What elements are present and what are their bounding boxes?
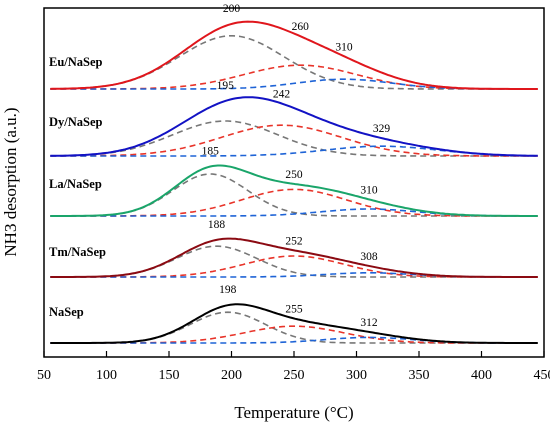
peak-label: 260 (292, 21, 310, 33)
fit-peak-310 (50, 208, 538, 217)
peak-label: 255 (285, 303, 303, 315)
peak-label: 329 (373, 123, 391, 135)
peak-label: 310 (335, 41, 353, 53)
x-tick-label: 400 (471, 368, 492, 383)
series-label: Tm/NaSep (49, 245, 106, 259)
fit-peak-200 (50, 35, 538, 90)
series-nasep (50, 303, 538, 344)
x-tick-label: 250 (284, 368, 305, 383)
fit-peak-329 (50, 145, 538, 157)
envelope-curve (50, 237, 538, 278)
fit-peak-310 (50, 78, 538, 90)
x-tick-label: 150 (159, 368, 180, 383)
envelope-curve (50, 303, 538, 344)
peak-label: 252 (285, 235, 303, 247)
x-tick-label: 200 (221, 368, 242, 383)
x-tick-label: 50 (37, 368, 51, 383)
series-label: Dy/NaSep (49, 115, 103, 129)
peak-label: 195 (217, 80, 235, 92)
curves-layer (50, 20, 538, 344)
peak-label: 185 (202, 146, 220, 158)
series-label: NaSep (49, 305, 84, 319)
series-label: Eu/NaSep (49, 55, 103, 69)
fit-peak-260 (50, 64, 538, 90)
peak-label: 198 (219, 284, 237, 296)
series-label: La/NaSep (49, 177, 102, 191)
peak-label: 308 (360, 251, 378, 263)
series-la-nasep (50, 164, 538, 217)
x-tick-label: 300 (346, 368, 367, 383)
envelope-curve (50, 164, 538, 217)
peak-label: 242 (273, 89, 291, 101)
peak-label: 312 (360, 317, 378, 329)
peak-label: 310 (360, 184, 378, 196)
labels-layer: Eu/NaSep 200 260 310 Dy/NaSep 195 242 329 La/NaS… (49, 3, 390, 329)
x-tick-label: 100 (96, 368, 117, 383)
fit-peak-308 (50, 272, 538, 278)
x-tick-label: 450 (534, 368, 550, 383)
series-dy-nasep (50, 96, 538, 157)
x-axis-title: Temperature (°C) (234, 403, 353, 422)
fit-peak-195 (50, 120, 538, 157)
fit-peak-255 (50, 325, 538, 344)
fit-peak-198 (50, 311, 538, 344)
fit-peak-312 (50, 336, 538, 344)
series-eu-nasep (50, 20, 538, 90)
envelope-curve (50, 20, 538, 90)
peak-label: 250 (285, 169, 303, 181)
fit-peak-252 (50, 255, 538, 278)
peak-label: 188 (208, 219, 226, 231)
x-axis: 50 100 150 200 250 300 350 400 450 (37, 351, 550, 383)
peak-label: 200 (223, 3, 241, 15)
x-tick-label: 350 (409, 368, 430, 383)
y-axis-title: NH3 desorption (a.u.) (1, 107, 20, 256)
series-tm-nasep (50, 237, 538, 278)
fit-peak-242 (50, 124, 538, 157)
envelope-curve (50, 96, 538, 157)
